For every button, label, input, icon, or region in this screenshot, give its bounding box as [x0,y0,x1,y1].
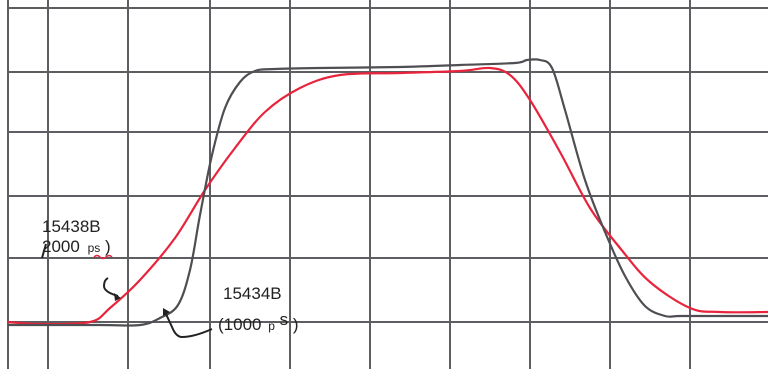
annotation-15438b-model: 15438B [42,217,101,236]
leader-15434b [166,314,212,337]
svg-text:2000 ps ): 2000 ps ) [42,237,111,256]
grid [8,0,768,369]
annotation-15434b-unit-s: s [280,310,289,329]
annotation-15434b-close: ) [293,315,299,334]
svg-text:(1000 p s ): (1000 p s ) [218,310,299,334]
annotation-15434b-time: (1000 [218,315,261,334]
annotation-15438b-unit: ps [88,241,101,255]
annotation-15438b-close: ) [105,237,111,256]
series-layer [8,59,768,325]
annotation-15434b-model: 15434B [223,284,282,303]
annotation-15438b-time: 2000 [42,237,80,256]
annotation-15434b-unit: p [268,319,275,333]
